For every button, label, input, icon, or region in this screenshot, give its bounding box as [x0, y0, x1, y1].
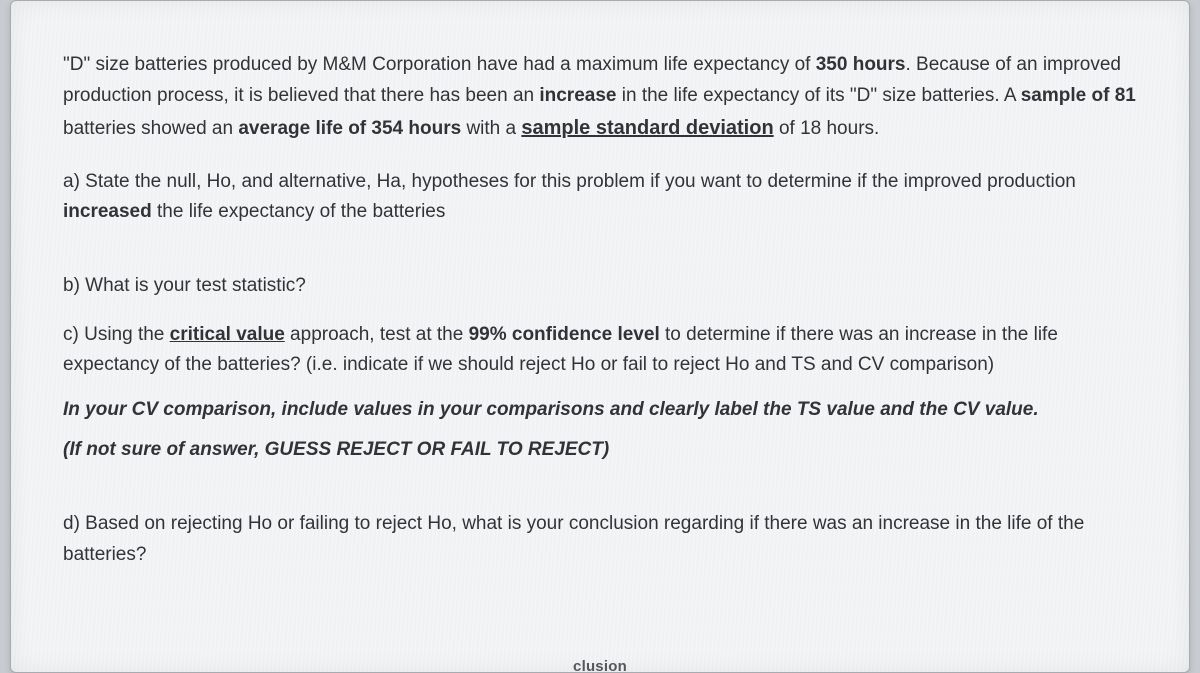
question-d: d) Based on rejecting Ho or failing to r…	[63, 509, 1137, 570]
qc-text-3: approach, test at the	[285, 324, 469, 345]
qa-word-increased: increased	[63, 201, 152, 222]
cutoff-text: clusion	[11, 658, 1189, 672]
spacer-1	[63, 245, 1137, 271]
qa-text-1: a) State the null, Ho, and alternative, …	[63, 171, 1076, 192]
question-c-note1: In your CV comparison, include values in…	[63, 395, 1137, 425]
intro-text-7: batteries showed an	[63, 118, 238, 139]
qc-critical-value: critical value	[170, 324, 285, 345]
spacer-2	[63, 483, 1137, 509]
question-b: b) What is your test statistic?	[63, 271, 1137, 301]
qc-99-conf: 99% confidence level	[469, 324, 660, 345]
question-c: c) Using the critical value approach, te…	[63, 320, 1137, 381]
question-a: a) State the null, Ho, and alternative, …	[63, 167, 1137, 228]
intro-avg-354: average life of 354 hours	[238, 118, 461, 139]
intro-sample-sd: sample standard deviation	[521, 117, 773, 139]
qc-text-1: c) Using the	[63, 324, 170, 345]
question-card: "D" size batteries produced by M&M Corpo…	[10, 0, 1190, 673]
intro-text-11: of 18 hours.	[774, 118, 880, 139]
intro-text-1: "D" size batteries produced by M&M Corpo…	[63, 54, 816, 75]
intro-sample-81: sample of 81	[1021, 85, 1136, 106]
question-c-note2: (If not sure of answer, GUESS REJECT OR …	[63, 435, 1137, 465]
intro-paragraph: "D" size batteries produced by M&M Corpo…	[63, 49, 1137, 145]
intro-word-increase: increase	[539, 85, 616, 106]
qa-text-3: the life expectancy of the batteries	[152, 201, 446, 222]
intro-text-5: in the life expectancy of its "D" size b…	[616, 85, 1020, 106]
intro-text-9: with a	[461, 118, 521, 139]
intro-value-350: 350 hours	[816, 54, 906, 75]
